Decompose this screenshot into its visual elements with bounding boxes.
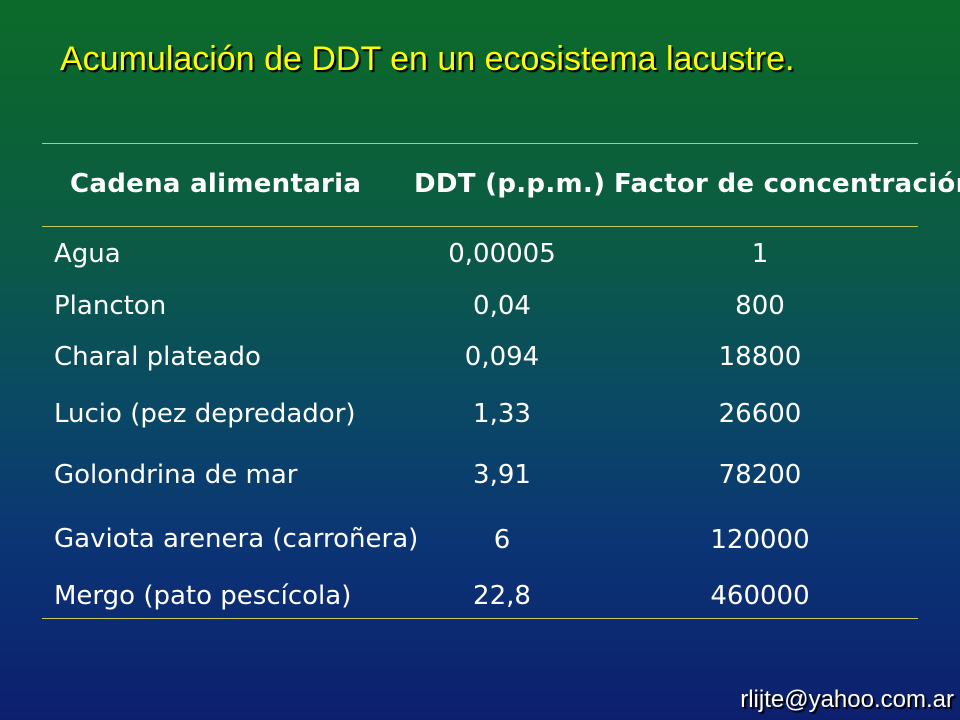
- cell-ddt: 3,91: [473, 459, 531, 490]
- cell-factor: 78200: [718, 459, 802, 490]
- cell-ddt: 1,33: [473, 398, 531, 429]
- cell-ddt: 6: [493, 524, 511, 555]
- footer-email: rlijte@yahoo.com.ar: [740, 686, 954, 713]
- cell-ddt: 22,8: [473, 581, 531, 612]
- table-row: Plancton 0,04 800: [42, 281, 918, 331]
- cell-factor: 120000: [710, 524, 810, 555]
- cell-ddt: 0,04: [473, 290, 531, 321]
- header-cadena-alimentaria: Cadena alimentaria: [70, 169, 362, 200]
- cell-ddt: 0,00005: [448, 238, 556, 269]
- cell-factor: 18800: [718, 341, 802, 372]
- cell-factor: 460000: [710, 581, 810, 612]
- cell-organism: Mergo (pato pescícola): [54, 581, 352, 612]
- cell-organism: Lucio (pez depredador): [54, 398, 356, 429]
- cell-ddt: 0,094: [464, 341, 540, 372]
- table-body: Agua 0,00005 1 Plancton 0,04 800 Charal …: [42, 227, 918, 619]
- table-row: Lucio (pez depredador) 1,33 26600: [42, 383, 918, 445]
- cell-factor: 26600: [718, 398, 802, 429]
- cell-organism: Gaviota arenera (carroñera): [54, 523, 419, 554]
- header-factor-concentracion: Factor de concentración: [614, 169, 960, 200]
- ddt-table: Cadena alimentaria DDT (p.p.m.) Factor d…: [42, 143, 960, 619]
- table-row: Charal plateado 0,094 18800: [42, 331, 918, 383]
- slide-title: Acumulación de DDT en un ecosistema lacu…: [60, 40, 795, 78]
- table-row: Gaviota arenera (carroñera) 6 120000: [42, 505, 918, 575]
- table-row: Mergo (pato pescícola) 22,8 460000: [42, 575, 918, 619]
- table-header: Cadena alimentaria DDT (p.p.m.) Factor d…: [42, 143, 960, 227]
- table-row: Agua 0,00005 1: [42, 227, 918, 281]
- table-header-row: Cadena alimentaria DDT (p.p.m.) Factor d…: [42, 143, 960, 227]
- cell-factor: 800: [735, 290, 785, 321]
- cell-organism: Golondrina de mar: [54, 459, 298, 490]
- cell-organism: Plancton: [54, 290, 167, 321]
- header-ddt-ppm: DDT (p.p.m.): [414, 169, 606, 200]
- cell-organism: Charal plateado: [54, 341, 261, 372]
- cell-organism: Agua: [54, 238, 121, 269]
- table-row: Golondrina de mar 3,91 78200: [42, 445, 918, 505]
- cell-factor: 1: [751, 238, 769, 269]
